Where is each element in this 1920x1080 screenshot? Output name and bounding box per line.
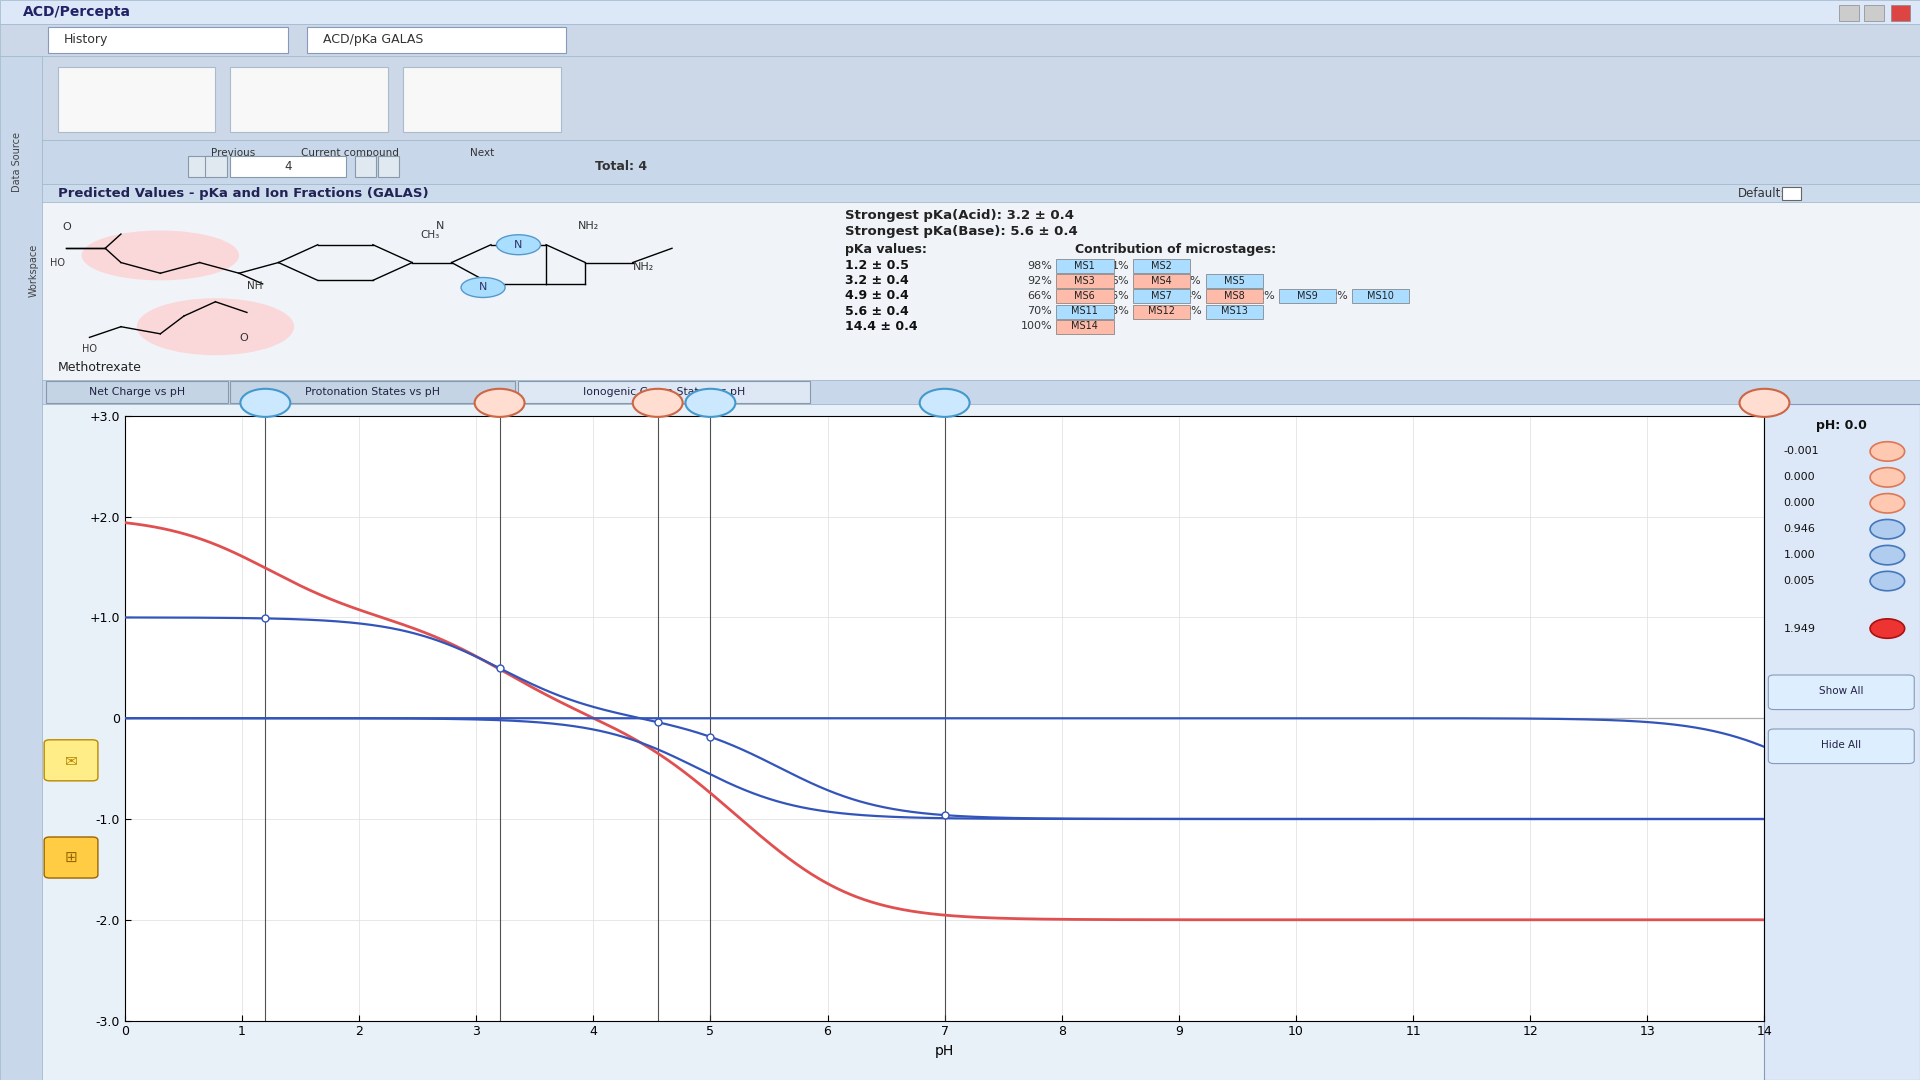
Text: MS4: MS4 bbox=[1152, 275, 1171, 286]
Text: MS10: MS10 bbox=[1367, 291, 1394, 301]
Text: MS9: MS9 bbox=[1298, 291, 1317, 301]
Text: Current compound: Current compound bbox=[301, 148, 397, 159]
FancyBboxPatch shape bbox=[1279, 289, 1336, 303]
FancyBboxPatch shape bbox=[44, 837, 98, 878]
Text: MS5: MS5 bbox=[1225, 275, 1244, 286]
Text: ACD/Percepta: ACD/Percepta bbox=[23, 5, 131, 18]
Text: CH₃: CH₃ bbox=[420, 230, 440, 240]
Text: ⊞: ⊞ bbox=[65, 850, 77, 865]
Text: MS14: MS14 bbox=[1071, 321, 1098, 332]
Text: History: History bbox=[63, 33, 108, 46]
FancyBboxPatch shape bbox=[1206, 289, 1263, 303]
FancyBboxPatch shape bbox=[403, 67, 561, 132]
FancyBboxPatch shape bbox=[1056, 305, 1114, 319]
Text: MS8: MS8 bbox=[1225, 291, 1244, 301]
Text: 5.6 ± 0.4: 5.6 ± 0.4 bbox=[845, 305, 908, 318]
Text: O: O bbox=[61, 222, 71, 232]
FancyBboxPatch shape bbox=[1056, 259, 1114, 273]
Text: MS6: MS6 bbox=[1075, 291, 1094, 301]
FancyBboxPatch shape bbox=[1056, 289, 1114, 303]
Text: MS11: MS11 bbox=[1071, 306, 1098, 316]
FancyBboxPatch shape bbox=[0, 0, 1920, 24]
FancyBboxPatch shape bbox=[1839, 5, 1859, 21]
Text: G5: G5 bbox=[703, 397, 718, 408]
FancyBboxPatch shape bbox=[1764, 404, 1920, 1080]
FancyBboxPatch shape bbox=[230, 381, 515, 403]
Text: Strongest pKa(Acid): 3.2 ± 0.4: Strongest pKa(Acid): 3.2 ± 0.4 bbox=[845, 210, 1073, 222]
FancyBboxPatch shape bbox=[205, 156, 227, 177]
Text: NH₂: NH₂ bbox=[634, 261, 655, 272]
Text: G2: G2 bbox=[649, 397, 666, 408]
Text: Contribution of microstages:: Contribution of microstages: bbox=[1075, 243, 1277, 256]
Text: 1.000: 1.000 bbox=[1784, 550, 1814, 561]
Text: N: N bbox=[478, 283, 488, 293]
FancyBboxPatch shape bbox=[58, 67, 215, 132]
Text: 28%: 28% bbox=[1104, 306, 1129, 316]
Text: HO: HO bbox=[81, 343, 96, 353]
FancyBboxPatch shape bbox=[42, 404, 1920, 1080]
Text: Strongest pKa(Base): 5.6 ± 0.4: Strongest pKa(Base): 5.6 ± 0.4 bbox=[845, 225, 1077, 238]
FancyBboxPatch shape bbox=[48, 27, 288, 53]
Text: 0.000: 0.000 bbox=[1784, 472, 1814, 483]
Text: Data Source: Data Source bbox=[12, 132, 21, 192]
Text: G2: G2 bbox=[1882, 473, 1893, 482]
Text: 1%: 1% bbox=[1185, 275, 1202, 286]
FancyBboxPatch shape bbox=[42, 202, 1920, 380]
FancyBboxPatch shape bbox=[1133, 305, 1190, 319]
Text: G6: G6 bbox=[937, 397, 952, 408]
FancyBboxPatch shape bbox=[44, 740, 98, 781]
Text: HO: HO bbox=[50, 258, 65, 268]
FancyBboxPatch shape bbox=[230, 67, 388, 132]
Text: 4.9 ± 0.4: 4.9 ± 0.4 bbox=[845, 289, 908, 302]
Text: -0.001: -0.001 bbox=[1784, 446, 1820, 457]
Text: ✉: ✉ bbox=[65, 753, 77, 768]
Text: 5%: 5% bbox=[1112, 275, 1129, 286]
FancyBboxPatch shape bbox=[0, 56, 42, 1080]
Circle shape bbox=[497, 234, 541, 255]
Text: G3: G3 bbox=[1882, 499, 1893, 508]
Text: Hide All: Hide All bbox=[1822, 740, 1860, 751]
FancyBboxPatch shape bbox=[518, 381, 810, 403]
FancyBboxPatch shape bbox=[378, 156, 399, 177]
Text: 1.2 ± 0.5: 1.2 ± 0.5 bbox=[845, 259, 908, 272]
FancyBboxPatch shape bbox=[1768, 729, 1914, 764]
Text: 1.949: 1.949 bbox=[1784, 623, 1816, 634]
Text: Show All: Show All bbox=[1818, 686, 1864, 697]
Text: O: O bbox=[240, 333, 248, 343]
Text: G7: G7 bbox=[1882, 624, 1893, 633]
Text: 3.2 ± 0.4: 3.2 ± 0.4 bbox=[845, 274, 908, 287]
Text: Net Charge vs pH: Net Charge vs pH bbox=[88, 387, 186, 397]
FancyBboxPatch shape bbox=[0, 24, 1920, 56]
Text: 70%: 70% bbox=[1027, 306, 1052, 316]
Text: Ionogenic Group States vs pH: Ionogenic Group States vs pH bbox=[584, 387, 745, 397]
Text: 100%: 100% bbox=[1021, 321, 1052, 332]
FancyBboxPatch shape bbox=[1206, 305, 1263, 319]
Text: 14.4 ± 0.4: 14.4 ± 0.4 bbox=[845, 320, 918, 333]
Text: G4: G4 bbox=[257, 397, 273, 408]
FancyBboxPatch shape bbox=[230, 156, 346, 177]
Text: 2%: 2% bbox=[1258, 291, 1275, 301]
FancyBboxPatch shape bbox=[1768, 675, 1914, 710]
Text: NH: NH bbox=[248, 281, 263, 292]
X-axis label: pH: pH bbox=[935, 1044, 954, 1058]
Text: 0.005: 0.005 bbox=[1784, 576, 1814, 586]
Text: Methotrexate: Methotrexate bbox=[58, 361, 142, 374]
FancyBboxPatch shape bbox=[1206, 274, 1263, 288]
FancyBboxPatch shape bbox=[42, 140, 1920, 184]
Text: 2%: 2% bbox=[1185, 306, 1202, 316]
Text: 0.000: 0.000 bbox=[1784, 498, 1814, 509]
FancyBboxPatch shape bbox=[188, 156, 209, 177]
Text: Workspace: Workspace bbox=[29, 243, 38, 297]
Text: G1: G1 bbox=[492, 397, 507, 408]
FancyBboxPatch shape bbox=[1782, 187, 1801, 200]
Text: pH: 0.0: pH: 0.0 bbox=[1816, 419, 1866, 432]
Text: G1: G1 bbox=[1882, 447, 1893, 456]
Text: 26%: 26% bbox=[1104, 291, 1129, 301]
Text: 1%: 1% bbox=[1112, 260, 1129, 271]
Text: Protonation States vs pH: Protonation States vs pH bbox=[305, 387, 440, 397]
Text: G4: G4 bbox=[1882, 525, 1893, 534]
Text: G6: G6 bbox=[1882, 577, 1893, 585]
FancyBboxPatch shape bbox=[1352, 289, 1409, 303]
FancyBboxPatch shape bbox=[42, 56, 1920, 140]
